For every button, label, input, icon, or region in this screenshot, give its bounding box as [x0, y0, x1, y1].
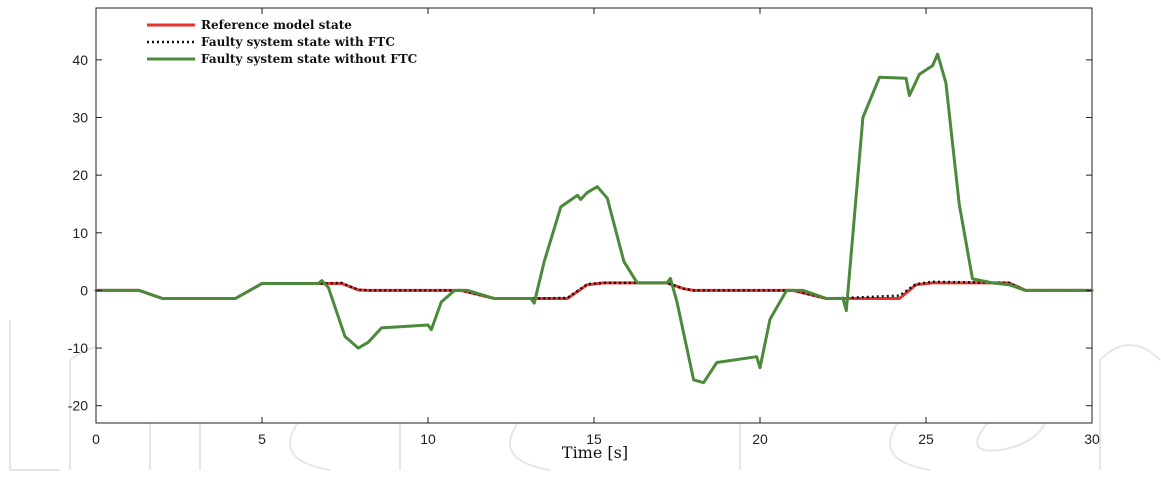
x-tick-label: 25 [918, 431, 934, 447]
y-tick-label: 20 [72, 167, 88, 183]
x-tick-label: 10 [420, 431, 436, 447]
series-layer [94, 52, 1094, 385]
x-tick-label: 15 [586, 431, 602, 447]
y-tick-label: -20 [68, 398, 88, 414]
x-tick-label: 0 [92, 431, 100, 447]
y-tick-label: 30 [72, 110, 88, 126]
x-tick-label: 30 [1084, 431, 1100, 447]
x-tick-label: 5 [258, 431, 266, 447]
y-tick-label: -10 [68, 340, 88, 356]
x-axis-label: Time [s] [562, 443, 628, 462]
axes [95, 7, 1093, 424]
ticks-layer: 0 5 10 15 20 25 30 -20 -10 0 10 20 30 40 [68, 8, 1100, 447]
y-tick-label: 40 [72, 52, 88, 68]
legend-label-2: Faulty system state with FTC [201, 35, 395, 49]
y-tick-label: 0 [80, 282, 88, 298]
x-tick-label: 20 [752, 431, 768, 447]
y-tick-label: 10 [72, 225, 88, 241]
plot-frame [95, 7, 1093, 424]
series-line-3 [94, 52, 1094, 385]
legend-label-3: Faulty system state without FTC [201, 52, 417, 66]
legend-label-1: Reference model state [201, 18, 352, 32]
legend: Reference model state Faulty system state… [147, 18, 417, 66]
